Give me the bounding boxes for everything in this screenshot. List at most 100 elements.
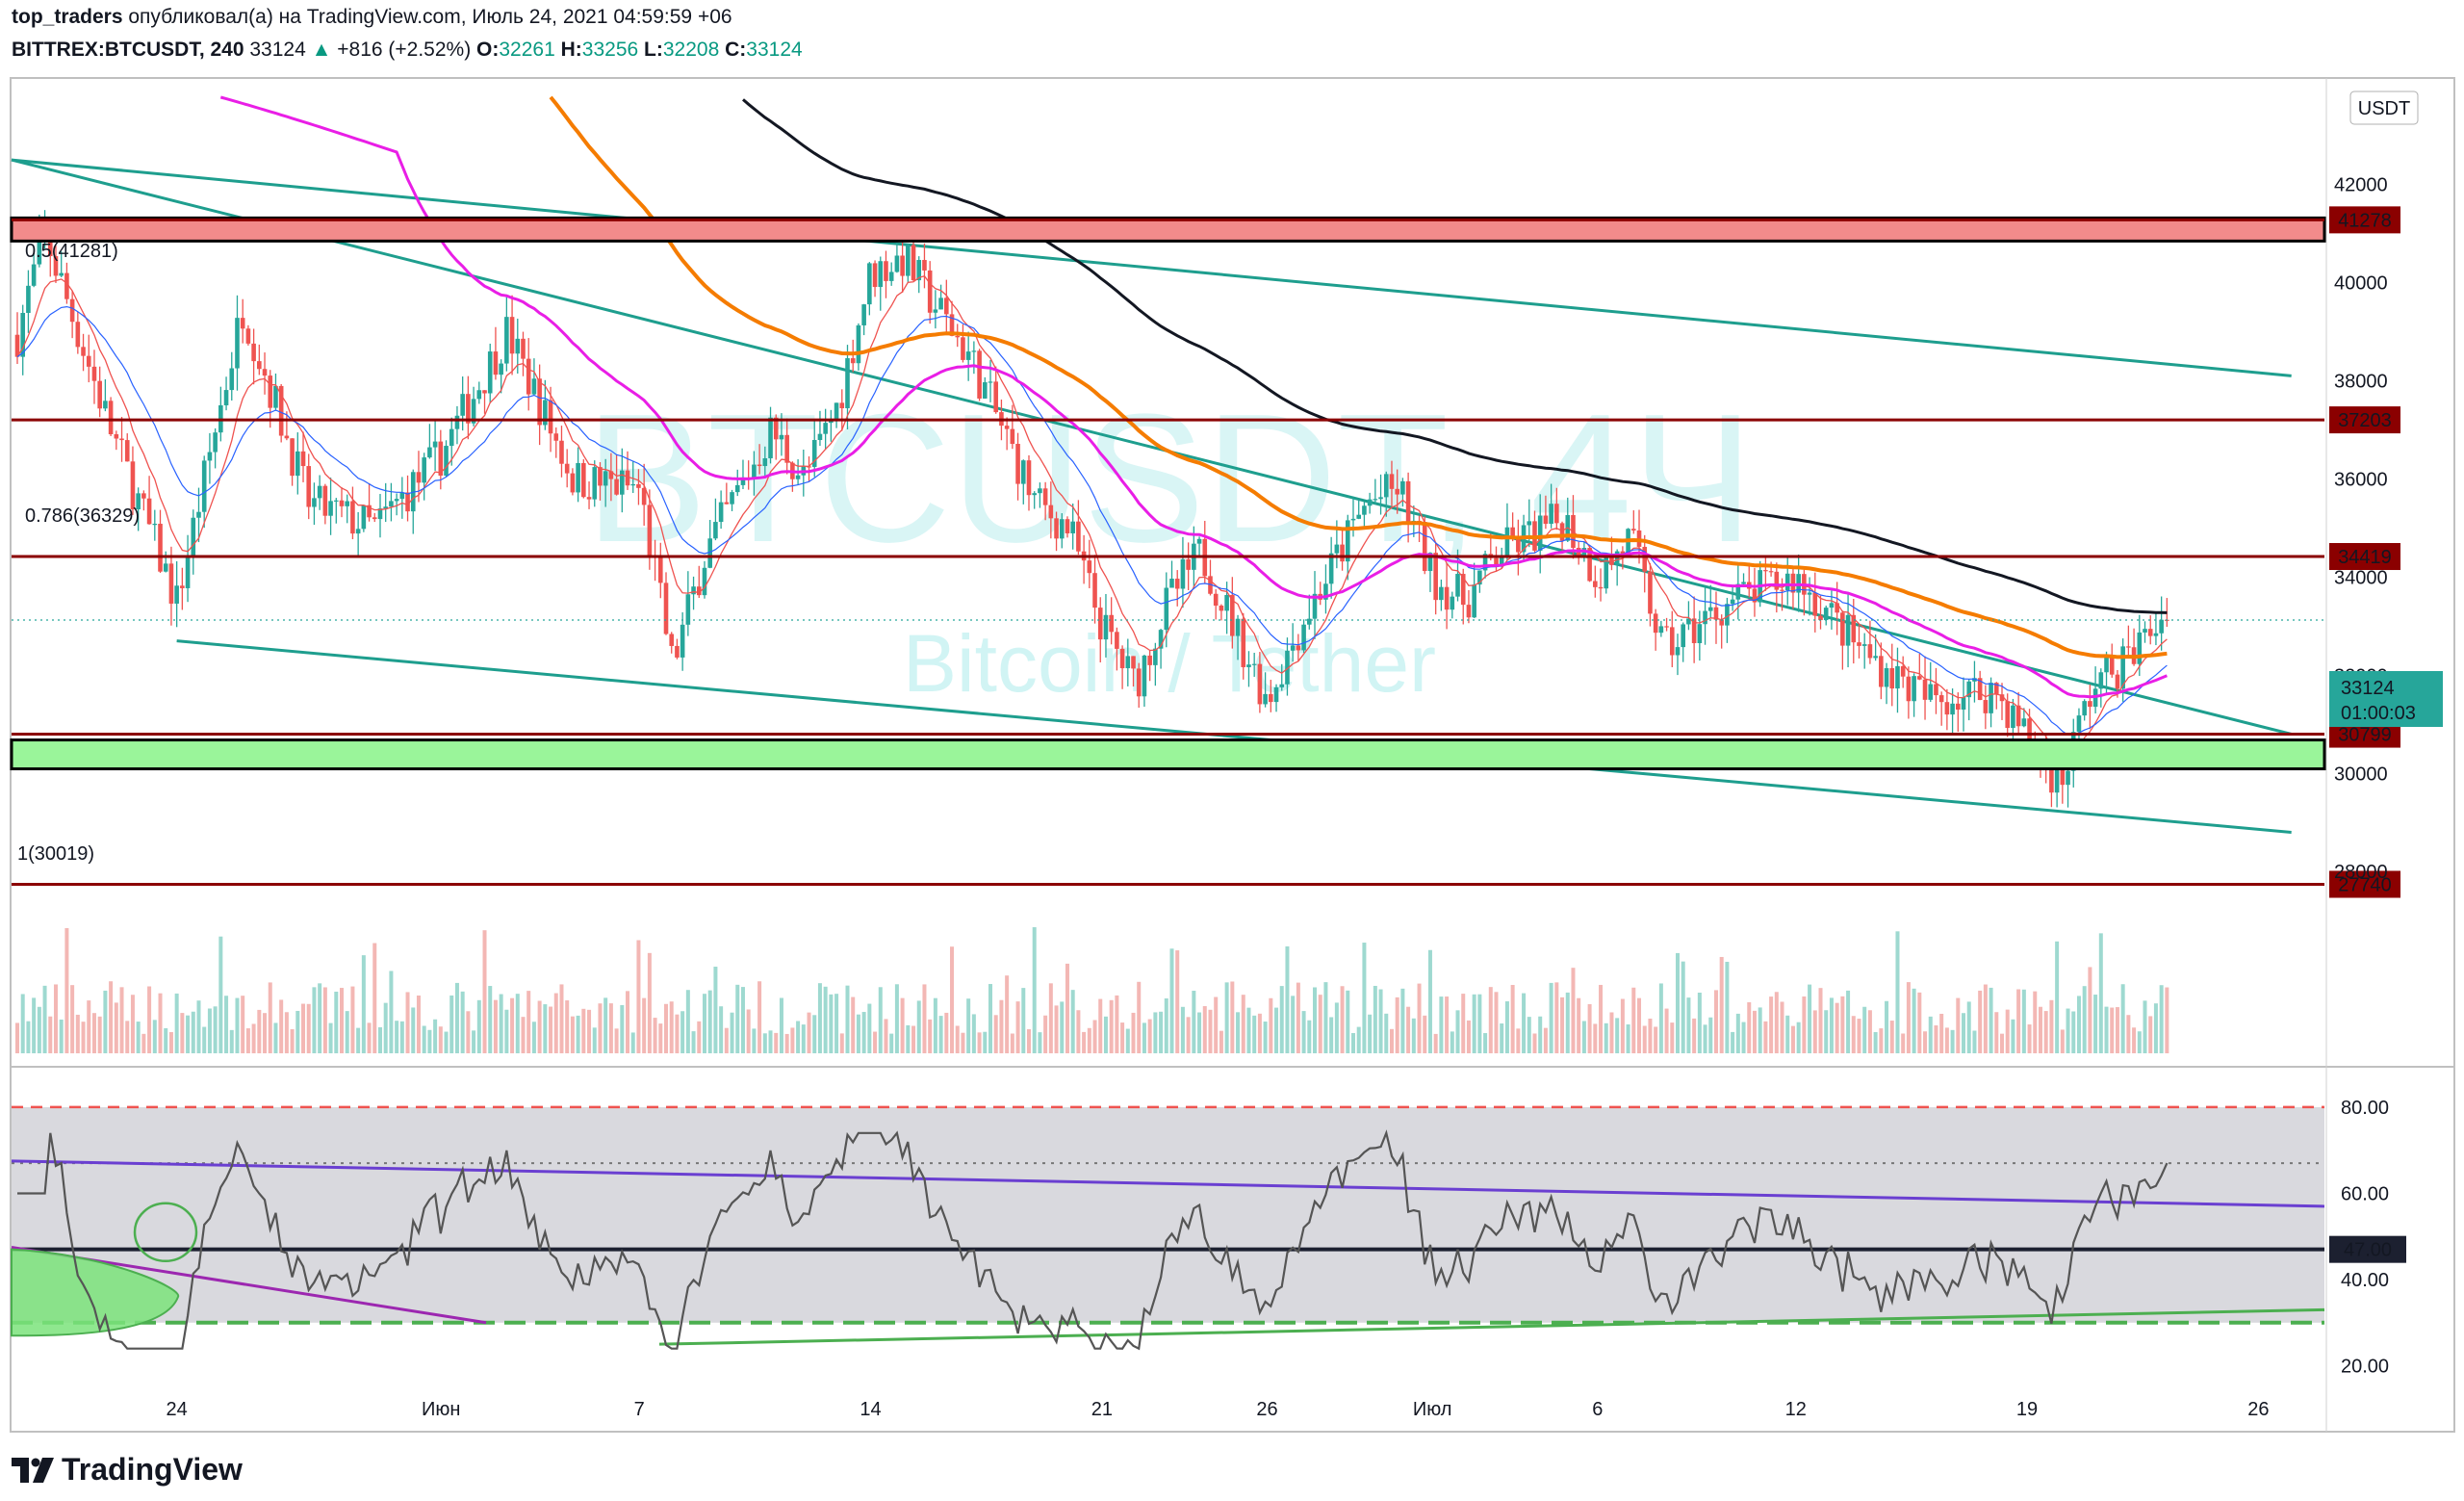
volume-bar <box>87 1000 91 1053</box>
volume-bar <box>1082 1031 1087 1053</box>
candle-body <box>894 255 900 272</box>
candle-body <box>377 508 383 520</box>
candle-body <box>625 470 630 486</box>
volume-bar <box>1906 982 1911 1053</box>
symbol-ohlc-line: BITTREX:BTCUSDT, 240 33124 ▲ +816 (+2.52… <box>12 39 803 62</box>
candle-body <box>114 434 119 439</box>
candle-body <box>1934 684 1938 696</box>
candle-body <box>1879 656 1884 687</box>
volume-bar <box>1219 1030 1223 1053</box>
candle-body <box>2126 646 2131 648</box>
candle-body <box>1230 594 1235 636</box>
candle-body <box>1273 686 1279 703</box>
volume-bar <box>196 1000 201 1053</box>
rsi-tick-label: 60.00 <box>2341 1183 2389 1204</box>
candle-body <box>1912 676 1916 702</box>
candle-body <box>1174 579 1180 589</box>
candle-body <box>773 417 779 440</box>
candle-body <box>295 451 300 477</box>
volume-bar <box>1587 1003 1592 1053</box>
candle-body <box>367 505 372 518</box>
candle-body <box>405 492 410 512</box>
volume-bar <box>191 1011 195 1053</box>
volume-bar <box>1368 1014 1373 1053</box>
volume-bar <box>152 1020 157 1053</box>
candle-body <box>1164 587 1169 631</box>
symbol-name[interactable]: BITTREX:BTCUSDT, 240 <box>12 39 244 61</box>
candle-body <box>850 358 856 364</box>
chart-watermark: BTCUSDT, 4Ч Bitcoin / Tether <box>585 376 1754 709</box>
volume-bar <box>1021 988 1026 1053</box>
candle-body <box>152 523 158 526</box>
candle-body <box>1196 538 1202 544</box>
volume-bar <box>168 1031 173 1053</box>
volume-bar <box>1400 988 1405 1053</box>
candle-body <box>1861 644 1867 646</box>
time-tick-label: 7 <box>634 1399 645 1420</box>
candle-body <box>1845 614 1851 646</box>
volume-bar <box>1522 993 1527 1053</box>
candle-body <box>872 263 878 288</box>
candle-body <box>2054 765 2060 793</box>
candle-body <box>927 270 933 313</box>
currency-badge[interactable]: USDT <box>2349 91 2419 125</box>
candle-body <box>108 401 114 435</box>
time-axis[interactable]: 24 Июн 7 14 21 26 Июл 6 12 19 26 <box>167 1399 2270 1420</box>
candle-body <box>713 522 718 539</box>
candle-body <box>240 318 245 329</box>
volume-bar <box>1488 987 1493 1053</box>
volume-bar <box>834 994 839 1053</box>
volume-bar <box>2143 1000 2147 1053</box>
volume-bar <box>488 986 493 1053</box>
volume-bar <box>460 991 465 1053</box>
volume-bar <box>867 1003 872 1053</box>
candle-body <box>707 538 713 568</box>
volume-bar <box>1681 961 1685 1053</box>
rsi-band <box>12 1106 2324 1323</box>
volume-bar <box>1076 1010 1081 1053</box>
candle-body <box>1219 606 1224 611</box>
candle-body <box>1186 558 1191 570</box>
candle-body <box>922 260 927 271</box>
candle-body <box>1439 586 1444 601</box>
level-badge <box>2329 406 2400 434</box>
volume-bar <box>1180 1006 1185 1053</box>
volume-bar <box>1504 1001 1509 1053</box>
volume-bar <box>576 1015 580 1053</box>
time-tick-label: 19 <box>2016 1399 2038 1420</box>
volume-bar <box>1571 968 1576 1053</box>
candle-body <box>1158 630 1164 649</box>
candle-body <box>636 483 641 488</box>
volume-bar <box>894 984 899 1053</box>
candle-body <box>1180 558 1186 589</box>
volume-bar <box>1599 984 1604 1053</box>
candle-body <box>1648 571 1653 614</box>
candle-body <box>647 505 653 556</box>
candle-body <box>2159 619 2164 634</box>
volume-bar <box>1472 994 1476 1053</box>
candle-body <box>553 433 559 441</box>
candle-body <box>1703 610 1707 625</box>
author-name[interactable]: top_traders <box>12 6 123 28</box>
candle-body <box>1675 647 1681 656</box>
candle-body <box>1328 553 1334 584</box>
volume-bar <box>438 1026 443 1053</box>
candle-body <box>1350 518 1356 521</box>
candle-body <box>1010 428 1015 445</box>
price-chart[interactable]: BTCUSDT, 4Ч Bitcoin / Tether 47.00 41278… <box>0 77 2464 1444</box>
volume-bar <box>42 985 47 1053</box>
candle-body <box>762 457 768 467</box>
level-badge <box>2329 543 2400 571</box>
time-tick-label: 6 <box>1592 1399 1603 1420</box>
volume-bar <box>1972 1030 1977 1053</box>
volume-bar <box>636 940 641 1053</box>
ema-short-line <box>16 275 2168 762</box>
tradingview-logo[interactable]: TradingView <box>12 1452 243 1488</box>
candle-body <box>2015 705 2021 727</box>
volume-bar <box>1956 997 1961 1053</box>
volume-bar <box>1516 1028 1521 1053</box>
volume-bar <box>1565 992 1570 1053</box>
candle-body <box>1059 519 1065 539</box>
volume-bar <box>1060 1001 1065 1053</box>
volume-bar <box>807 1012 811 1053</box>
